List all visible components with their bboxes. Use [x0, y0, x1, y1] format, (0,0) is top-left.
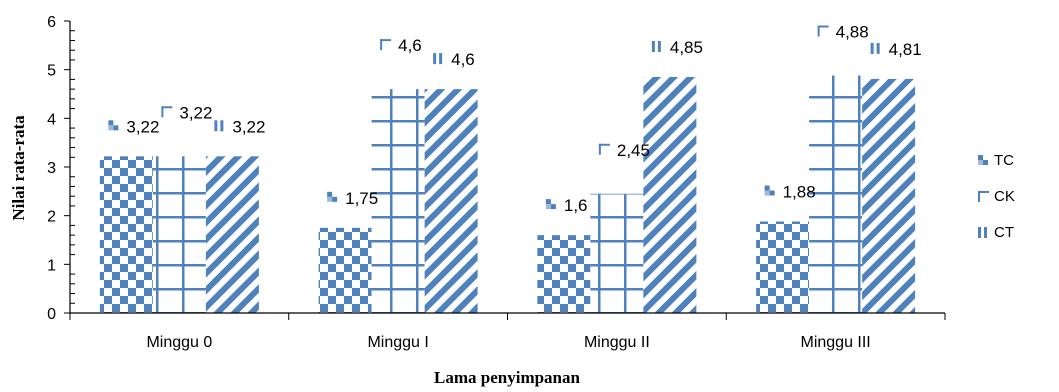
y-tick-label: 3 — [47, 160, 56, 177]
x-tick-label: Minggu I — [367, 334, 428, 351]
y-tick-label: 0 — [47, 306, 56, 323]
bar-tc-2 — [537, 235, 591, 313]
data-label-text: 1,6 — [564, 196, 588, 215]
bar-tc-0 — [99, 156, 153, 313]
x-tick-label: Minggu II — [584, 334, 650, 351]
data-label-ck-0: 3,22 — [161, 103, 212, 122]
bar-ct-3 — [862, 78, 916, 313]
bar-ck-3 — [809, 75, 863, 313]
data-label-text: 4,88 — [836, 23, 869, 42]
y-tick-label: 5 — [47, 63, 56, 80]
data-label-text: 1,75 — [345, 189, 378, 208]
data-label-ck-3: 4,88 — [817, 23, 869, 42]
bar-ct-2 — [643, 76, 697, 313]
data-label-tc-2: 1,6 — [545, 196, 588, 215]
y-axis-title: Nilai rata-rata — [9, 115, 28, 221]
y-tick-label: 6 — [47, 14, 56, 31]
bar-ct-0 — [205, 156, 259, 313]
bar-ck-1 — [371, 89, 425, 313]
legend-label: CT — [994, 224, 1014, 241]
data-label-text: 3,22 — [126, 117, 159, 136]
data-label-text: 4,6 — [398, 36, 422, 55]
y-tick-label: 1 — [47, 257, 56, 274]
bar-ct-1 — [424, 89, 478, 313]
data-label-ct-1: 4,6 — [433, 50, 475, 69]
bar-ck-0 — [152, 156, 206, 313]
legend-item-tc: TC — [978, 152, 1014, 169]
data-label-ct-3: 4,81 — [870, 40, 922, 59]
data-label-tc-0: 3,22 — [108, 117, 159, 136]
data-label-ct-2: 4,85 — [651, 38, 703, 57]
legend-item-ct: CT — [978, 224, 1014, 241]
data-label-text: 4,85 — [670, 38, 703, 57]
data-label-text: 2,45 — [617, 141, 650, 160]
data-label-ck-1: 4,6 — [380, 36, 422, 55]
bar-tc-3 — [756, 221, 810, 313]
data-label-text: 1,88 — [783, 183, 816, 202]
data-label-text: 3,22 — [232, 117, 265, 136]
data-label-tc-1: 1,75 — [327, 189, 378, 208]
y-tick-label: 4 — [47, 111, 56, 128]
data-label-ck-2: 2,45 — [598, 141, 650, 160]
y-tick-label: 2 — [47, 209, 56, 226]
x-axis-title: Lama penyimpanan — [434, 368, 580, 387]
bar-tc-1 — [318, 227, 372, 313]
legend-label: CK — [994, 188, 1015, 205]
data-label-text: 3,22 — [179, 103, 212, 122]
legend-label: TC — [994, 152, 1014, 169]
data-label-text: 4,81 — [889, 40, 922, 59]
data-label-tc-3: 1,88 — [764, 183, 816, 202]
data-label-text: 4,6 — [451, 50, 475, 69]
x-tick-label: Minggu III — [800, 334, 870, 351]
bar-ck-2 — [590, 193, 644, 313]
legend-item-ck: CK — [978, 188, 1015, 205]
data-label-ct-0: 3,22 — [214, 117, 265, 136]
x-tick-label: Minggu 0 — [146, 334, 212, 351]
